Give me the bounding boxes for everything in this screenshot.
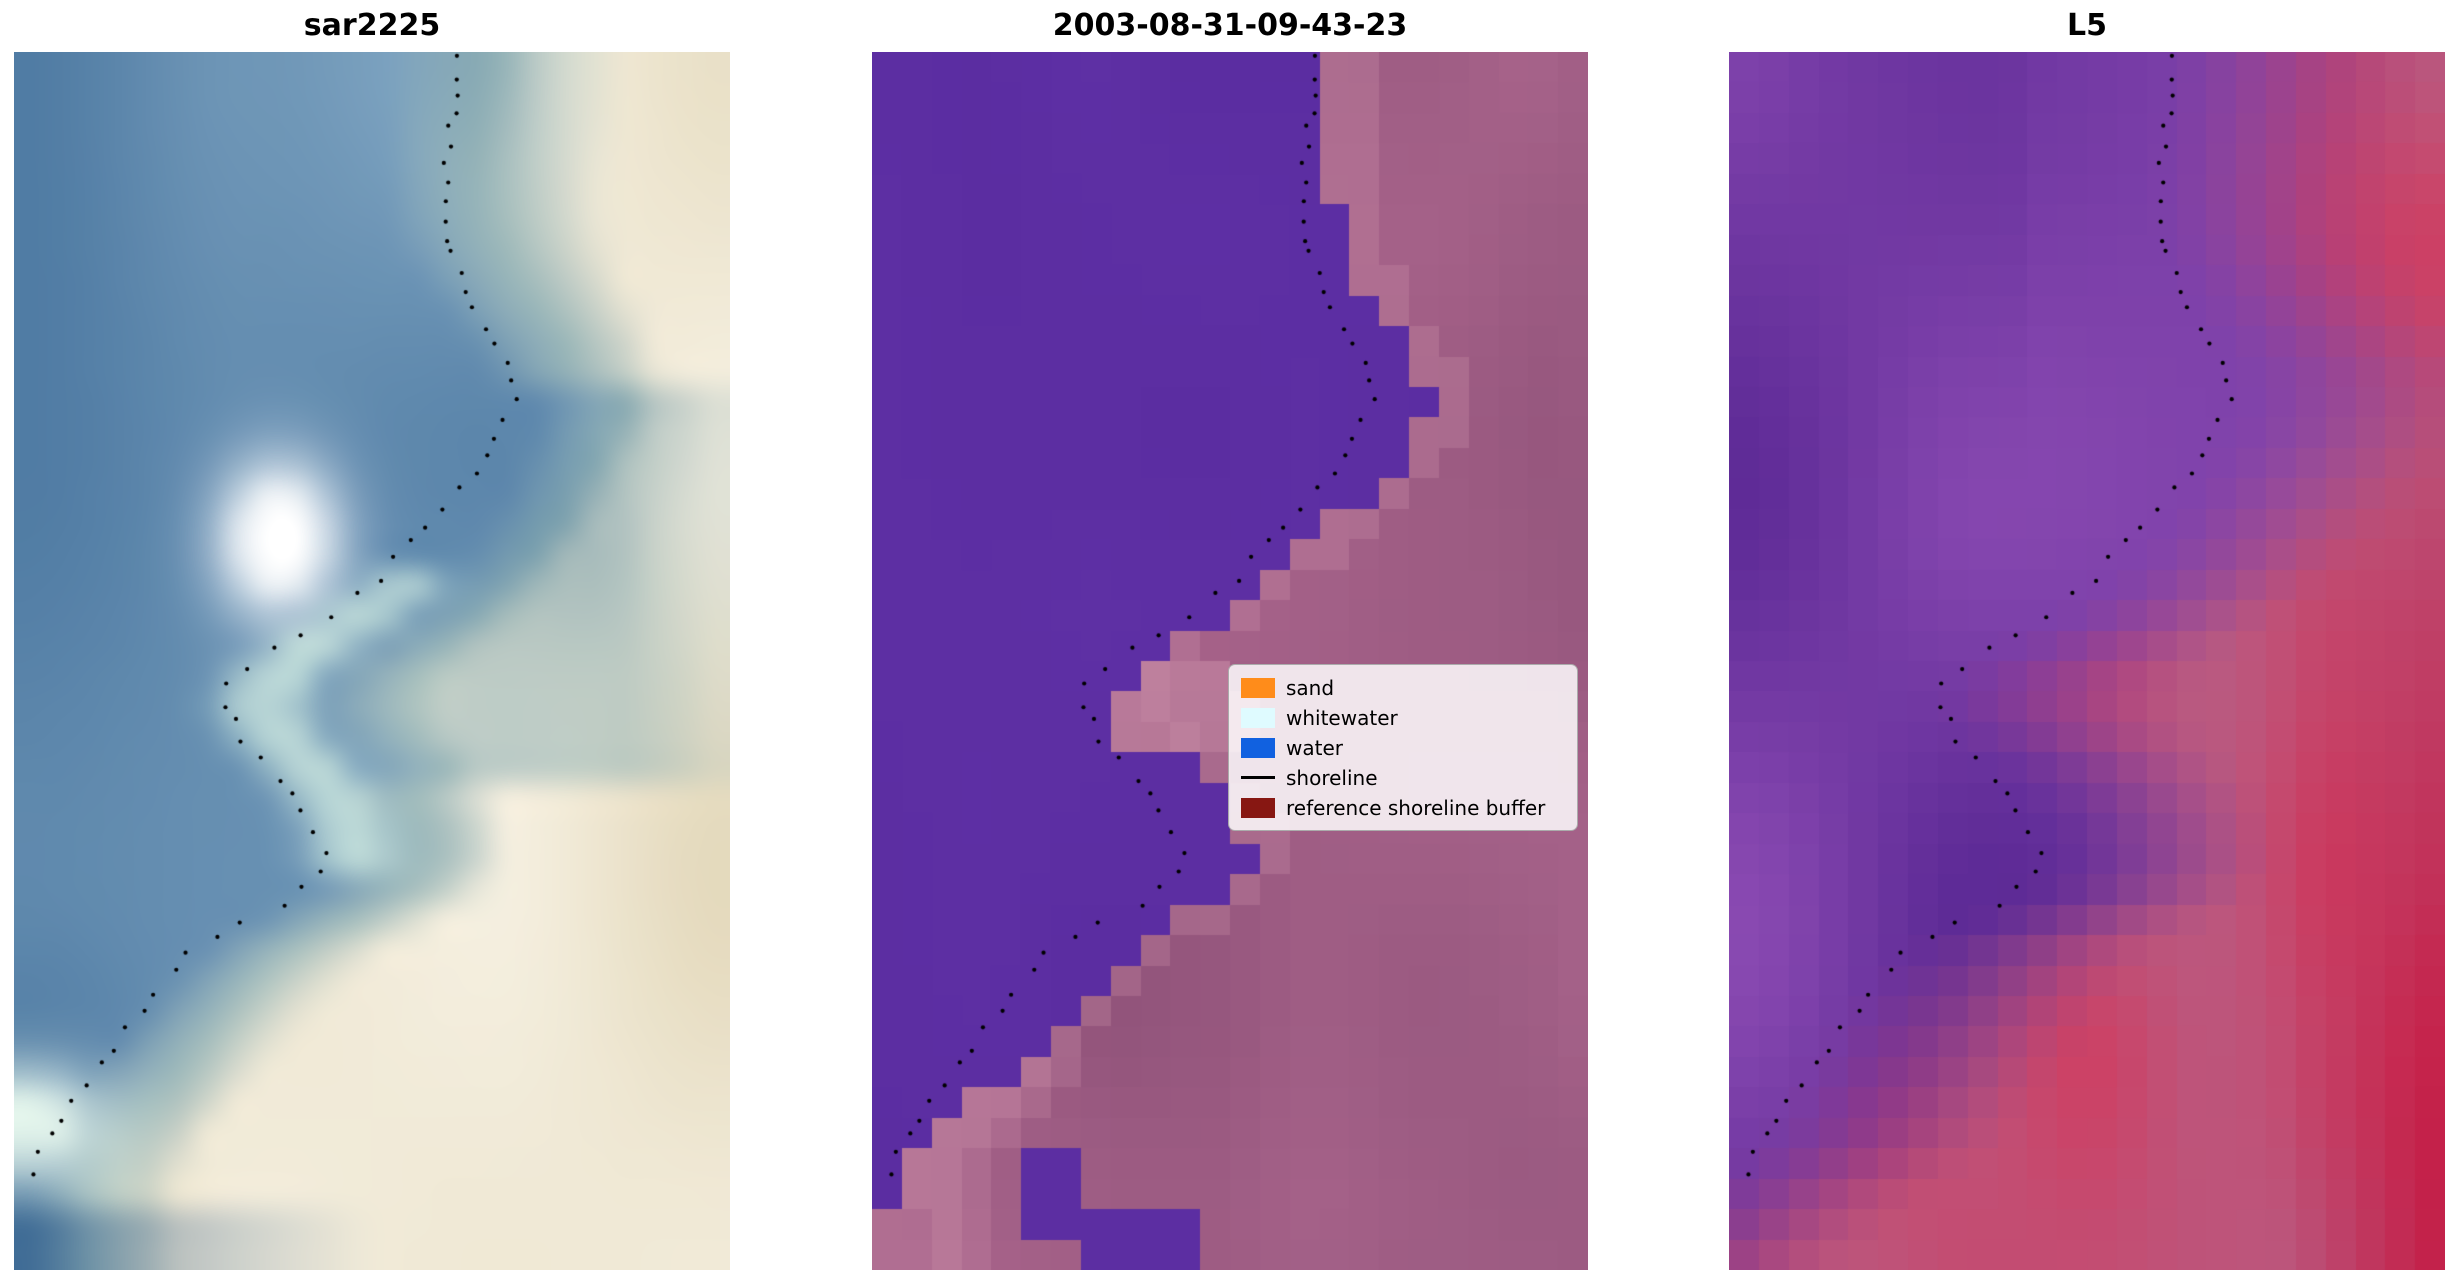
legend-label-reference-buffer: reference shoreline buffer (1286, 795, 1546, 820)
legend-item-shoreline: shoreline (1241, 764, 1565, 791)
panel-title-sar: sar2225 (303, 8, 441, 43)
legend-label-shoreline: shoreline (1286, 765, 1378, 790)
panel-title-l5: L5 (2067, 8, 2107, 43)
reference-buffer-swatch (1241, 797, 1275, 818)
panel-l5-image (1729, 52, 2445, 1270)
legend-label-whitewater: whitewater (1286, 705, 1398, 730)
water-swatch (1241, 737, 1275, 758)
sar-image-canvas (14, 52, 730, 1270)
legend-item-water: water (1241, 734, 1565, 761)
legend-label-water: water (1286, 735, 1343, 760)
legend: sand whitewater water shoreline referenc… (1228, 664, 1578, 831)
sand-swatch (1241, 677, 1275, 698)
legend-item-sand: sand (1241, 674, 1565, 701)
whitewater-swatch (1241, 707, 1275, 728)
panel-title-date: 2003-08-31-09-43-23 (1052, 8, 1408, 43)
legend-item-whitewater: whitewater (1241, 704, 1565, 731)
legend-label-sand: sand (1286, 675, 1335, 700)
panel-sar-image (14, 52, 730, 1270)
panel-classified-image: sand whitewater water shoreline referenc… (872, 52, 1588, 1270)
classified-image-canvas (872, 52, 1588, 1270)
shoreline-line-swatch (1241, 776, 1275, 779)
l5-image-canvas (1729, 52, 2445, 1270)
legend-item-reference-buffer: reference shoreline buffer (1241, 794, 1565, 821)
